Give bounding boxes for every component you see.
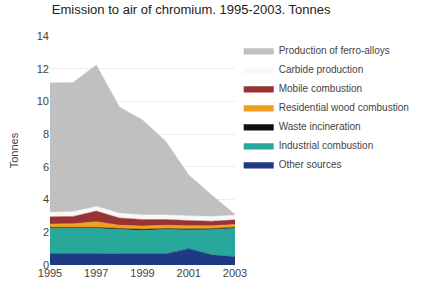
svg-text:Carbide production: Carbide production [279, 64, 364, 75]
svg-text:2: 2 [43, 226, 49, 238]
svg-text:Residential wood combustion: Residential wood combustion [279, 102, 409, 113]
svg-text:Production of ferro-alloys: Production of ferro-alloys [279, 45, 390, 56]
svg-text:1997: 1997 [84, 267, 108, 279]
svg-text:10: 10 [37, 95, 49, 107]
svg-text:12: 12 [37, 63, 49, 75]
svg-text:6: 6 [43, 161, 49, 173]
svg-text:1995: 1995 [38, 267, 62, 279]
svg-text:Other sources: Other sources [279, 159, 342, 170]
svg-text:4: 4 [43, 193, 49, 205]
svg-text:0: 0 [43, 259, 49, 271]
svg-text:Emission to air of chromium. 1: Emission to air of chromium. 1995-2003. … [52, 2, 331, 17]
svg-text:8: 8 [43, 128, 49, 140]
svg-text:1999: 1999 [130, 267, 154, 279]
svg-text:Mobile combustion: Mobile combustion [279, 83, 362, 94]
svg-text:Waste incineration: Waste incineration [279, 121, 361, 132]
svg-text:Industrial combustion: Industrial combustion [279, 140, 374, 151]
svg-text:Tonnes: Tonnes [8, 132, 20, 168]
svg-text:14: 14 [37, 30, 49, 42]
svg-text:2001: 2001 [177, 267, 201, 279]
svg-text:2003: 2003 [223, 267, 247, 279]
